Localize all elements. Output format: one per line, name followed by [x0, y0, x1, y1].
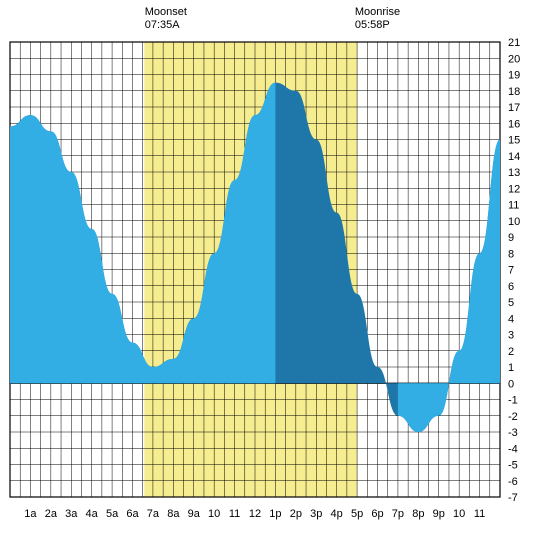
svg-text:3: 3	[508, 330, 514, 342]
svg-text:5p: 5p	[351, 508, 363, 520]
svg-text:-2: -2	[508, 411, 518, 423]
svg-text:6p: 6p	[371, 508, 383, 520]
chart-svg: 2120191817161514131211109876543210-1-2-3…	[0, 0, 550, 550]
svg-text:7: 7	[508, 265, 514, 277]
svg-text:3p: 3p	[310, 508, 322, 520]
svg-text:7p: 7p	[392, 508, 404, 520]
svg-text:-7: -7	[508, 492, 518, 504]
svg-text:1p: 1p	[269, 508, 281, 520]
svg-text:16: 16	[508, 118, 520, 130]
svg-text:17: 17	[508, 102, 520, 114]
svg-text:-5: -5	[508, 460, 518, 472]
svg-text:20: 20	[508, 53, 520, 65]
svg-text:11: 11	[229, 508, 240, 520]
svg-text:8a: 8a	[167, 508, 180, 520]
svg-text:2: 2	[508, 346, 514, 358]
moonrise-time: 05:58P	[355, 19, 400, 32]
svg-text:2a: 2a	[45, 508, 58, 520]
moonset-header: Moonset 07:35A	[145, 6, 187, 32]
svg-text:-3: -3	[508, 427, 518, 439]
svg-text:12: 12	[249, 508, 261, 520]
svg-text:0: 0	[508, 378, 514, 390]
svg-text:3a: 3a	[65, 508, 78, 520]
svg-text:9: 9	[508, 232, 514, 244]
svg-text:6a: 6a	[126, 508, 139, 520]
svg-text:2p: 2p	[290, 508, 302, 520]
svg-text:4p: 4p	[331, 508, 343, 520]
svg-text:-1: -1	[508, 395, 518, 407]
svg-text:11: 11	[508, 200, 519, 212]
svg-text:-4: -4	[508, 443, 518, 455]
svg-text:8: 8	[508, 248, 514, 260]
svg-text:8p: 8p	[412, 508, 424, 520]
svg-text:1a: 1a	[24, 508, 37, 520]
svg-text:21: 21	[508, 37, 520, 49]
svg-text:10: 10	[208, 508, 220, 520]
svg-text:1: 1	[508, 362, 514, 374]
svg-text:9a: 9a	[188, 508, 201, 520]
svg-text:5: 5	[508, 297, 514, 309]
svg-text:15: 15	[508, 135, 520, 147]
moonrise-header: Moonrise 05:58P	[355, 6, 400, 32]
tide-chart: 2120191817161514131211109876543210-1-2-3…	[0, 0, 550, 550]
svg-text:11: 11	[474, 508, 485, 520]
svg-text:9p: 9p	[433, 508, 445, 520]
moonrise-title: Moonrise	[355, 6, 400, 19]
svg-text:14: 14	[508, 151, 520, 163]
svg-text:5a: 5a	[106, 508, 119, 520]
svg-text:-6: -6	[508, 476, 518, 488]
moonset-time: 07:35A	[145, 19, 187, 32]
svg-text:4a: 4a	[86, 508, 99, 520]
svg-text:19: 19	[508, 70, 520, 82]
svg-text:18: 18	[508, 86, 520, 98]
svg-text:4: 4	[508, 313, 514, 325]
svg-text:12: 12	[508, 183, 520, 195]
svg-text:7a: 7a	[147, 508, 160, 520]
moonset-title: Moonset	[145, 6, 187, 19]
svg-text:6: 6	[508, 281, 514, 293]
svg-text:13: 13	[508, 167, 520, 179]
svg-text:10: 10	[453, 508, 465, 520]
svg-text:10: 10	[508, 216, 520, 228]
